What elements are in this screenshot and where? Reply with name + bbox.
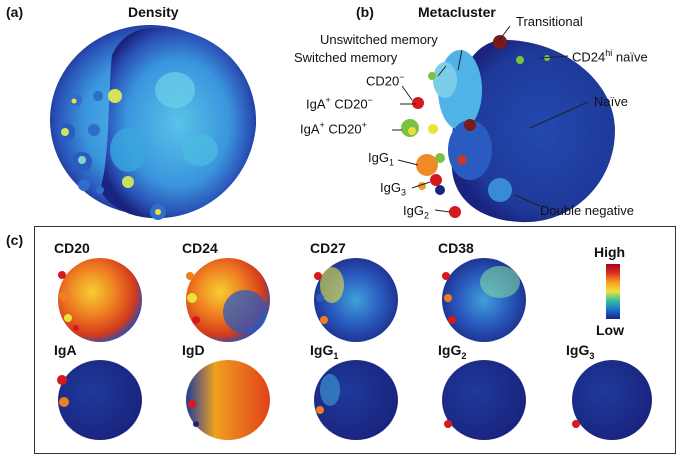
marker-map-igg3 xyxy=(572,360,652,440)
marker-map-igg1 xyxy=(314,360,398,440)
panel-b-letter: (b) xyxy=(356,4,374,20)
metacluster-map xyxy=(401,35,615,223)
marker-title-cd24: CD24 xyxy=(182,240,218,256)
marker-map-igd xyxy=(186,360,270,440)
marker-title-igg1: IgG1 xyxy=(310,342,339,361)
label-igg1: IgG1 xyxy=(368,150,394,168)
marker-map-iga xyxy=(57,360,142,440)
marker-map-cd38 xyxy=(442,258,526,342)
panel-a-letter: (a) xyxy=(6,4,24,20)
label-unswitched-memory: Unswitched memory xyxy=(320,32,438,47)
marker-title-igg3: IgG3 xyxy=(566,342,595,361)
label-double-negative: Double negative xyxy=(540,203,634,218)
marker-map-igg2 xyxy=(442,360,526,440)
marker-title-igg2: IgG2 xyxy=(438,342,467,361)
marker-title-cd27: CD27 xyxy=(310,240,346,256)
panel-c-letter: (c) xyxy=(6,232,24,248)
colorbar xyxy=(606,264,620,319)
label-switched-memory: Switched memory xyxy=(294,50,398,65)
label-cd20-negative: CD20− xyxy=(366,72,405,89)
label-igg2: IgG2 xyxy=(403,203,429,221)
colorbar-low-label: Low xyxy=(596,322,624,338)
label-pointers xyxy=(392,25,589,213)
label-naive: Naïve xyxy=(594,94,628,109)
panel-c-frame xyxy=(34,226,676,454)
marker-map-cd24 xyxy=(186,258,270,342)
density-map xyxy=(50,25,257,220)
label-iga-cd20-positive: IgA+ CD20+ xyxy=(300,120,367,137)
marker-map-cd27 xyxy=(314,258,398,342)
marker-title-iga: IgA xyxy=(54,342,77,358)
marker-title-igd: IgD xyxy=(182,342,205,358)
label-transitional: Transitional xyxy=(516,14,583,29)
marker-title-cd20: CD20 xyxy=(54,240,90,256)
marker-map-cd20 xyxy=(58,258,142,342)
panel-a-title: Density xyxy=(128,4,179,20)
label-cd24hi-naive: CD24hi naïve xyxy=(572,48,648,65)
panel-b-title: Metacluster xyxy=(418,4,496,20)
marker-title-cd38: CD38 xyxy=(438,240,474,256)
colorbar-high-label: High xyxy=(594,244,626,260)
label-igg3: IgG3 xyxy=(380,180,406,198)
label-iga-cd20-negative: IgA+ CD20− xyxy=(306,95,373,112)
